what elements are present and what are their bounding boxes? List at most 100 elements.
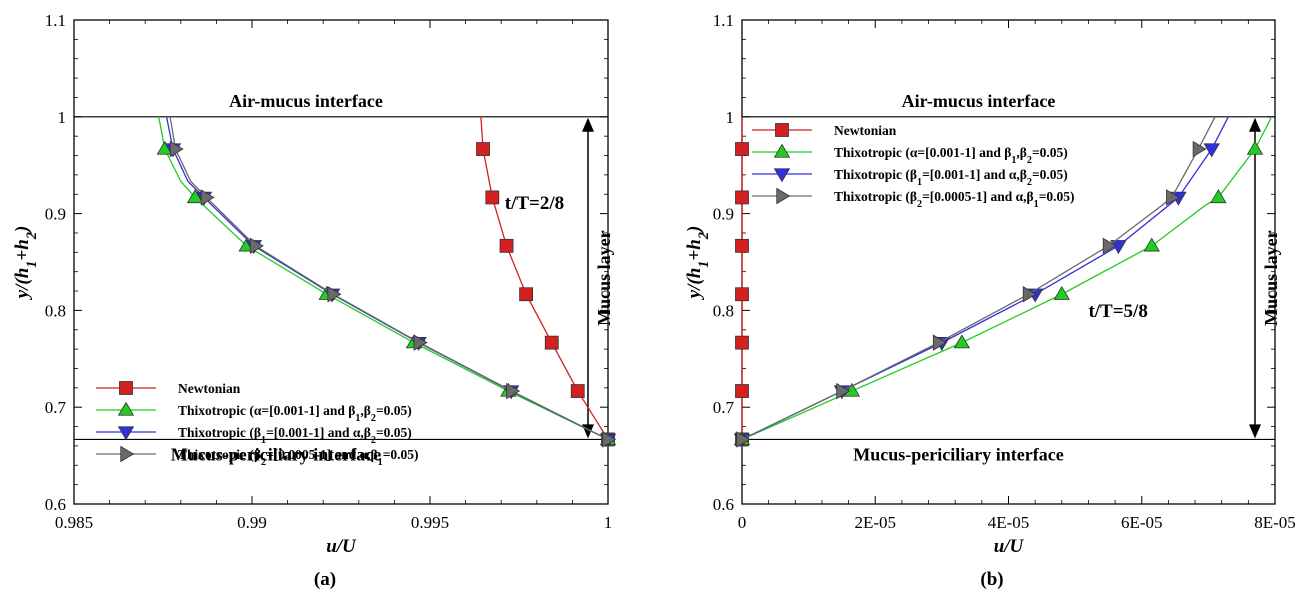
mucus-layer-arrow-head-up — [582, 117, 594, 132]
legend-marker — [776, 187, 791, 205]
data-point — [249, 237, 264, 255]
data-point — [735, 190, 749, 205]
data-point — [476, 142, 490, 156]
data-point — [200, 189, 215, 206]
series-2 — [164, 116, 617, 448]
data-point — [413, 334, 428, 351]
series-line — [480, 116, 609, 440]
chart-panel-b: 0 2E-05 4E-05 6E-05 8E-05 0.6 0.7 0.8 0.9 1 1.1 Air… — [684, 11, 1296, 557]
data-point — [506, 382, 521, 400]
x-axis-label: u/U — [326, 536, 357, 557]
x-tick-label: 2E-05 — [854, 513, 896, 532]
y-tick-label: 1.1 — [713, 11, 734, 30]
data-point — [953, 334, 971, 349]
series-0 — [476, 116, 615, 447]
x-tick-label: 0.99 — [237, 513, 267, 532]
y-tick-label: 1 — [726, 108, 735, 127]
data-point — [1166, 189, 1181, 206]
data-point — [735, 384, 749, 398]
legend-marker — [119, 381, 133, 395]
mucus-periciliary-interface-label: Mucus-periciliary interface — [171, 444, 381, 464]
x-tick-label: 4E-05 — [988, 513, 1030, 532]
x-tick-label: 8E-05 — [1254, 513, 1296, 532]
legend-entry: Thixotropic (α=[0.001-1] and β1,β2=0.05) — [834, 145, 1068, 166]
y-tick-label: 1.1 — [45, 11, 66, 30]
y-tick-label: 1 — [58, 108, 67, 127]
mucus-layer-label: Mucus layer — [594, 230, 614, 325]
air-mucus-interface-label: Air-mucus interface — [902, 91, 1056, 111]
legend-entry: Newtonian — [178, 381, 241, 396]
x-tick-label: 0.985 — [55, 513, 93, 532]
data-point — [499, 238, 514, 253]
legend-marker — [775, 123, 789, 137]
data-point — [570, 384, 585, 398]
panel-label: (a) — [314, 569, 336, 590]
legend-entry: Thixotropic (β1=[0.001-1] and α,β2=0.05) — [178, 425, 412, 446]
plot-frame — [73, 19, 609, 505]
data-point — [1102, 237, 1117, 255]
x-tick-label: 0.995 — [411, 513, 449, 532]
legend-entry: Thixotropic (β1=[0.001-1] and α,β2=0.05) — [834, 167, 1068, 188]
data-point — [519, 287, 534, 302]
data-point — [1246, 140, 1264, 155]
time-annotation: t/T=2/8 — [505, 193, 564, 214]
data-point — [1210, 189, 1227, 204]
mucus-layer-arrow-head-up — [1249, 117, 1261, 132]
data-point — [932, 334, 947, 351]
data-point — [1143, 237, 1160, 252]
legend-marker — [773, 143, 791, 158]
series-3 — [736, 116, 1216, 448]
y-tick-label: 0.7 — [45, 398, 67, 417]
data-point — [736, 431, 751, 448]
y-tick-label: 0.9 — [45, 205, 66, 224]
legend-marker — [773, 168, 791, 183]
y-tick-label: 0.6 — [713, 495, 734, 514]
legend-entry: Thixotropic (β2=[0.0005-1] and α,β1=0.05… — [178, 447, 419, 468]
data-point — [1192, 140, 1207, 158]
data-point — [485, 190, 500, 205]
data-point — [735, 287, 749, 302]
series-1 — [733, 116, 1273, 446]
data-point — [1203, 143, 1220, 158]
x-axis-label: u/U — [994, 536, 1025, 557]
y-axis-label: y/(h1+h2) — [12, 226, 40, 301]
mucus-periciliary-interface-label: Mucus-periciliary interface — [853, 444, 1063, 464]
data-point — [169, 140, 184, 158]
data-point — [1053, 285, 1070, 300]
x-tick-label: 6E-05 — [1121, 513, 1163, 532]
y-tick-label: 0.8 — [713, 301, 734, 320]
data-point — [1022, 286, 1037, 303]
data-point — [735, 238, 749, 253]
y-axis-label: y/(h1+h2) — [684, 226, 712, 301]
y-tick-label: 0.9 — [713, 205, 734, 224]
panel-label: (b) — [980, 569, 1003, 590]
legend-marker — [117, 426, 135, 441]
legend-entry: Thixotropic (α=[0.001-1] and β1,β2=0.05) — [178, 403, 412, 424]
mucus-layer-arrow-head-down — [1249, 424, 1261, 439]
series-0 — [735, 116, 749, 447]
legend: Newtonian Thixotropic (α=[0.001-1] and β1… — [96, 381, 419, 468]
series-line — [741, 116, 1273, 441]
chart-panel-a: 0.985 0.99 0.995 1 0.6 0.7 0.8 0.9 1 1.1 Air-mucus… — [12, 11, 617, 557]
legend-entry: Thixotropic (β2=[0.0005-1] and α,β1=0.05… — [834, 189, 1075, 210]
air-mucus-interface-label: Air-mucus interface — [229, 91, 383, 111]
x-tick-label: 0 — [738, 513, 747, 532]
series-3 — [169, 116, 617, 448]
legend-marker — [117, 401, 135, 416]
data-point — [735, 335, 749, 350]
legend-entry: Newtonian — [834, 123, 897, 138]
data-point — [836, 382, 851, 400]
y-tick-label: 0.7 — [713, 398, 735, 417]
data-point — [735, 142, 749, 156]
data-point — [544, 335, 559, 350]
time-annotation: t/T=5/8 — [1088, 301, 1147, 322]
mucus-layer-label: Mucus layer — [1261, 230, 1281, 325]
legend: Newtonian Thixotropic (α=[0.001-1] and β1… — [752, 123, 1075, 210]
legend-marker — [120, 445, 135, 463]
series-line — [741, 116, 1229, 441]
x-tick-label: 1 — [604, 513, 613, 532]
data-point — [327, 286, 342, 303]
y-tick-label: 0.6 — [45, 495, 66, 514]
series-line — [741, 116, 1216, 441]
